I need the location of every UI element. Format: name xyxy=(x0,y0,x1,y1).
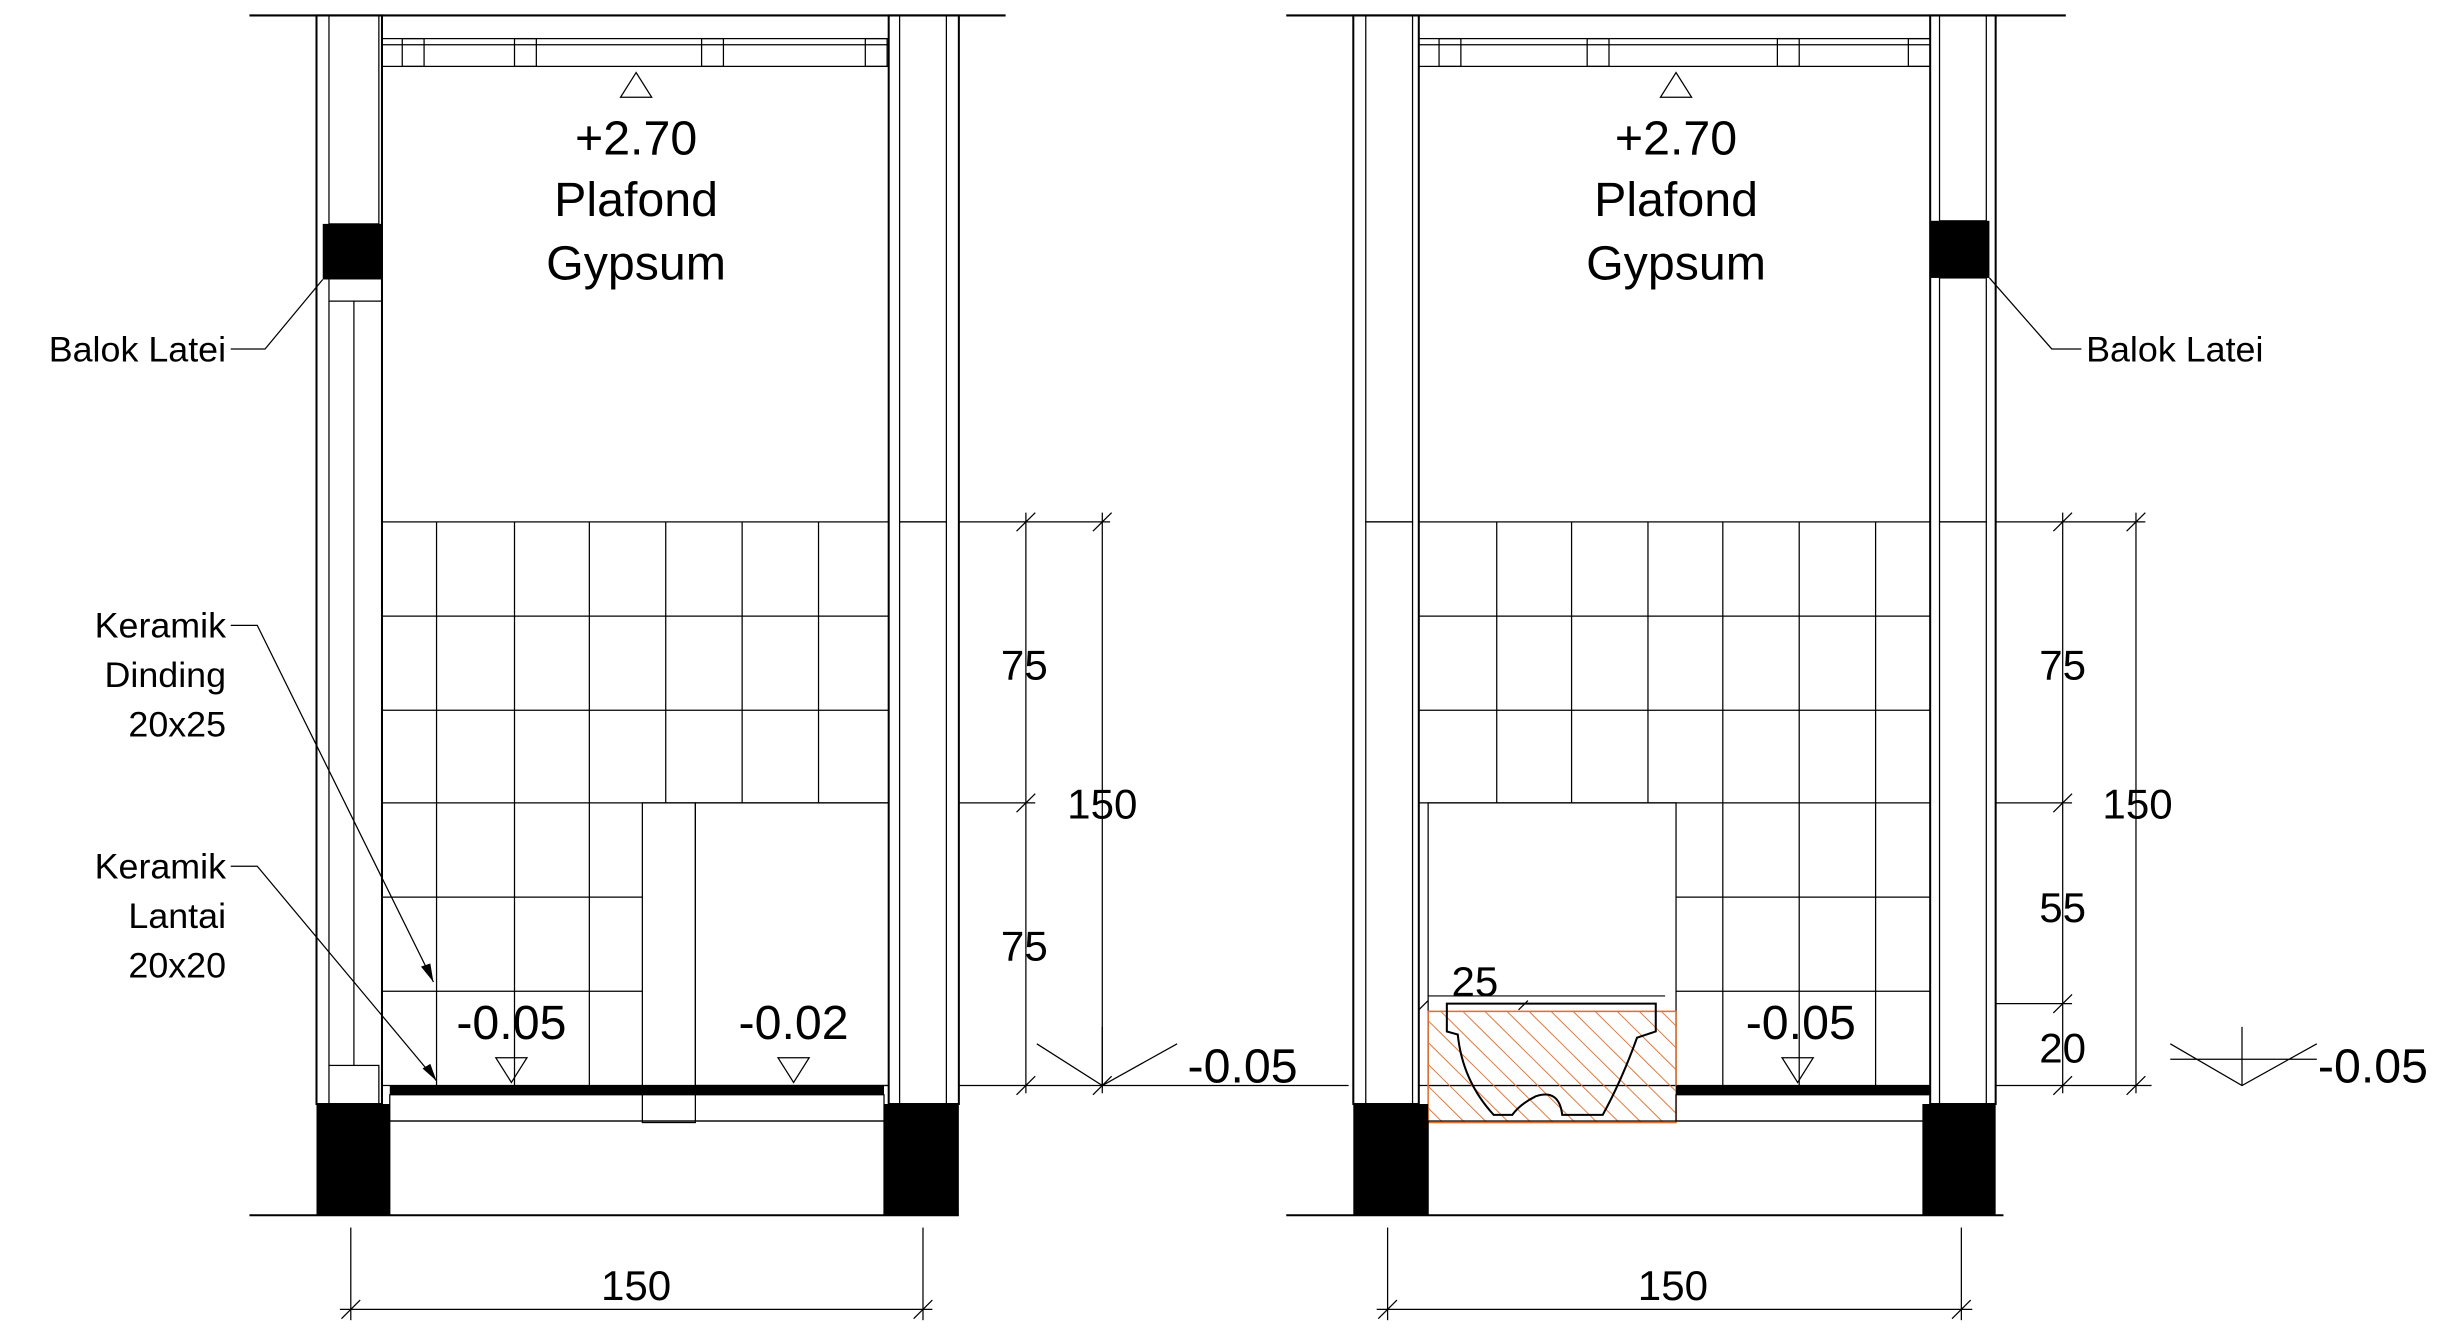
dim-text: 150 xyxy=(1067,781,1137,828)
wall-tile-label: Dinding xyxy=(105,655,227,695)
outside-level: -0.05 xyxy=(1188,1040,1298,1094)
dim-text: 150 xyxy=(1638,1262,1708,1309)
wall-tile-label: Keramik xyxy=(95,606,227,646)
floor-tile-label: Keramik xyxy=(95,847,227,887)
dim-text: 150 xyxy=(2102,781,2172,828)
ceiling-level: +2.70 xyxy=(575,112,697,166)
floor-tile-label: 20x20 xyxy=(128,946,226,986)
ceiling-level: +2.70 xyxy=(1615,112,1737,166)
ceiling-text: Plafond xyxy=(554,173,718,227)
beam-label: Balok Latei xyxy=(49,329,226,369)
floor-level: -0.05 xyxy=(456,996,566,1050)
dim-text: 150 xyxy=(601,1262,671,1309)
dim-text: 75 xyxy=(1001,642,1048,689)
floor-tile-label: Lantai xyxy=(128,896,226,936)
ceiling-text: Gypsum xyxy=(1586,237,1766,291)
dim-text: 25 xyxy=(1452,958,1499,1005)
dim-text: 75 xyxy=(1001,923,1048,970)
beam-label: Balok Latei xyxy=(2086,329,2263,369)
outside-level: -0.05 xyxy=(2318,1040,2428,1094)
dim-text: 55 xyxy=(2039,884,2086,931)
floor-level: -0.02 xyxy=(739,996,849,1050)
ceiling-text: Plafond xyxy=(1594,173,1758,227)
right-section: +2.70 Plafond Gypsum Balok Latei 25 -0.0… xyxy=(1286,14,2428,1321)
dim-text: 75 xyxy=(2039,642,2086,689)
ceiling-text: Gypsum xyxy=(546,237,726,291)
left-section: +2.70 Plafond Gypsum Balok Latei Keramik… xyxy=(49,14,1349,1321)
dim-text: 20 xyxy=(2039,1025,2086,1072)
floor-level: -0.05 xyxy=(1746,996,1856,1050)
wall-tile-label: 20x25 xyxy=(128,705,226,745)
